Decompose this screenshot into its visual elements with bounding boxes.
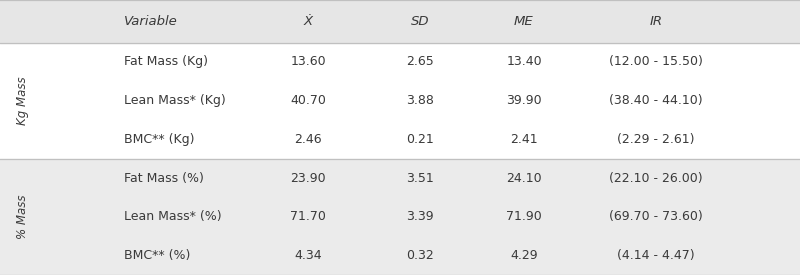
Text: 40.70: 40.70	[290, 94, 326, 107]
Text: 2.65: 2.65	[406, 56, 434, 68]
Bar	[0, 0, 800, 43]
Text: 0.32: 0.32	[406, 249, 434, 262]
Text: Kg Mass: Kg Mass	[16, 76, 29, 125]
Text: Lean Mass* (Kg): Lean Mass* (Kg)	[124, 94, 226, 107]
Text: Ẋ: Ẋ	[303, 15, 313, 28]
Text: 71.90: 71.90	[506, 210, 542, 223]
Text: 4.29: 4.29	[510, 249, 538, 262]
Text: Fat Mass (Kg): Fat Mass (Kg)	[124, 56, 208, 68]
Text: 4.34: 4.34	[294, 249, 322, 262]
Text: 13.60: 13.60	[290, 56, 326, 68]
Text: BMC** (%): BMC** (%)	[124, 249, 190, 262]
Text: % Mass: % Mass	[16, 195, 29, 239]
Text: 3.51: 3.51	[406, 172, 434, 185]
Text: (4.14 - 4.47): (4.14 - 4.47)	[617, 249, 695, 262]
Text: Variable: Variable	[124, 15, 178, 28]
Text: 71.70: 71.70	[290, 210, 326, 223]
Text: 2.41: 2.41	[510, 133, 538, 146]
Text: 3.88: 3.88	[406, 94, 434, 107]
Text: 23.90: 23.90	[290, 172, 326, 185]
Text: (22.10 - 26.00): (22.10 - 26.00)	[609, 172, 703, 185]
Text: Lean Mass* (%): Lean Mass* (%)	[124, 210, 222, 223]
Text: 3.39: 3.39	[406, 210, 434, 223]
Text: (2.29 - 2.61): (2.29 - 2.61)	[618, 133, 694, 146]
Text: SD: SD	[410, 15, 430, 28]
Text: IR: IR	[650, 15, 662, 28]
Text: 39.90: 39.90	[506, 94, 542, 107]
Text: (38.40 - 44.10): (38.40 - 44.10)	[609, 94, 703, 107]
Text: (69.70 - 73.60): (69.70 - 73.60)	[609, 210, 703, 223]
Text: Fat Mass (%): Fat Mass (%)	[124, 172, 204, 185]
Text: BMC** (Kg): BMC** (Kg)	[124, 133, 194, 146]
Text: ME: ME	[514, 15, 534, 28]
Text: 0.21: 0.21	[406, 133, 434, 146]
Text: (12.00 - 15.50): (12.00 - 15.50)	[609, 56, 703, 68]
Text: 24.10: 24.10	[506, 172, 542, 185]
Text: 13.40: 13.40	[506, 56, 542, 68]
Text: 2.46: 2.46	[294, 133, 322, 146]
Bar	[0, 159, 800, 275]
